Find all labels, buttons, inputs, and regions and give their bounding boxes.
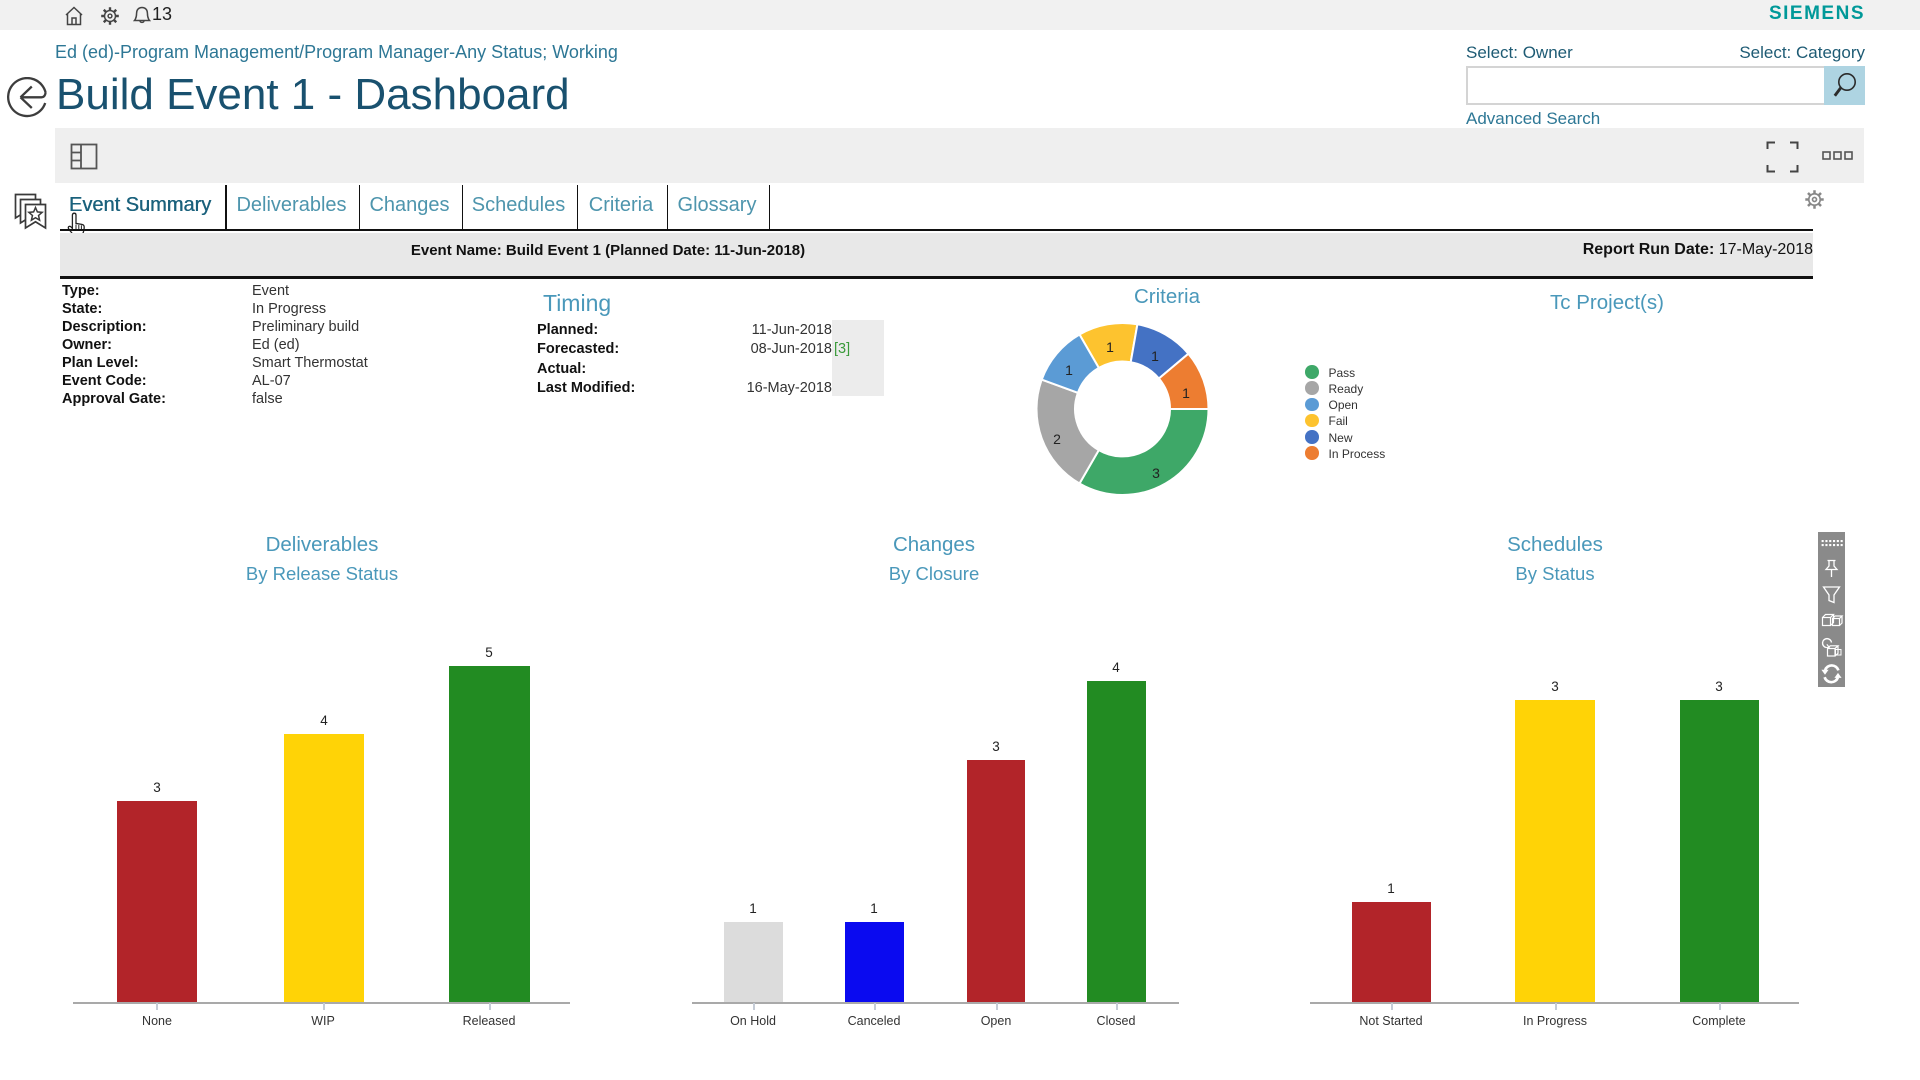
svg-text:1: 1 [1065, 362, 1073, 378]
svg-text:1: 1 [1182, 385, 1190, 401]
svg-text:3: 3 [1152, 465, 1160, 481]
svg-text:1: 1 [1151, 348, 1159, 364]
svg-text:2: 2 [1053, 431, 1061, 447]
svg-text:1: 1 [1106, 339, 1114, 355]
